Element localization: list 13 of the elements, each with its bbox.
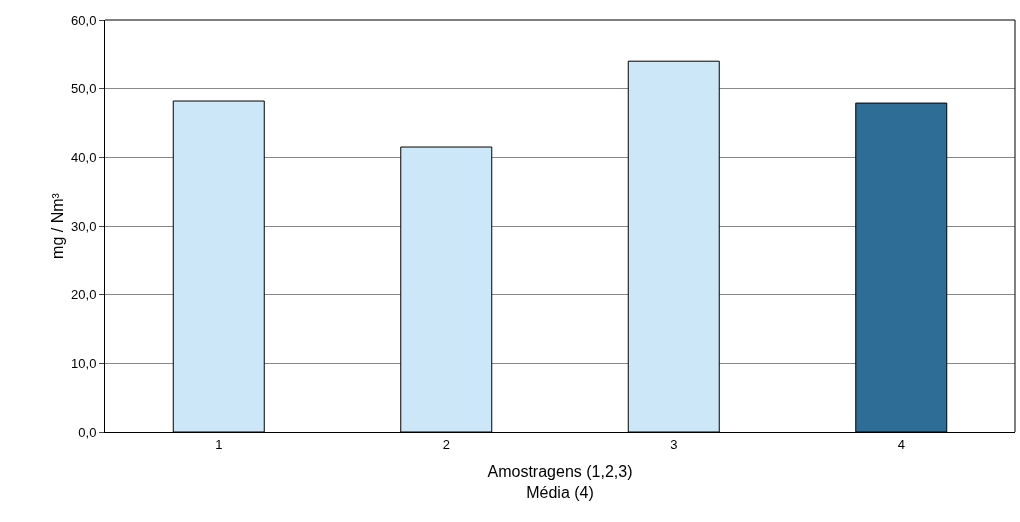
y-tick-label: 30,0 [71,218,97,234]
x-tick-label: 2 [442,436,450,452]
y-tick-label: 40,0 [71,149,97,165]
y-tick-label: 60,0 [71,12,97,28]
x-tick-label: 3 [670,436,678,452]
y-tick-label: 0,0 [78,424,97,440]
x-tick-label: 1 [215,436,223,452]
y-tick-label: 50,0 [71,81,97,97]
y-tick-label: 10,0 [71,355,97,371]
x-axis-title: Amostragens (1,2,3) Média (4) [487,463,633,502]
y-axis-title: mg / Nm³ [49,192,66,259]
x-tick-label: 4 [897,436,905,452]
y-tick-label: 20,0 [71,287,97,303]
